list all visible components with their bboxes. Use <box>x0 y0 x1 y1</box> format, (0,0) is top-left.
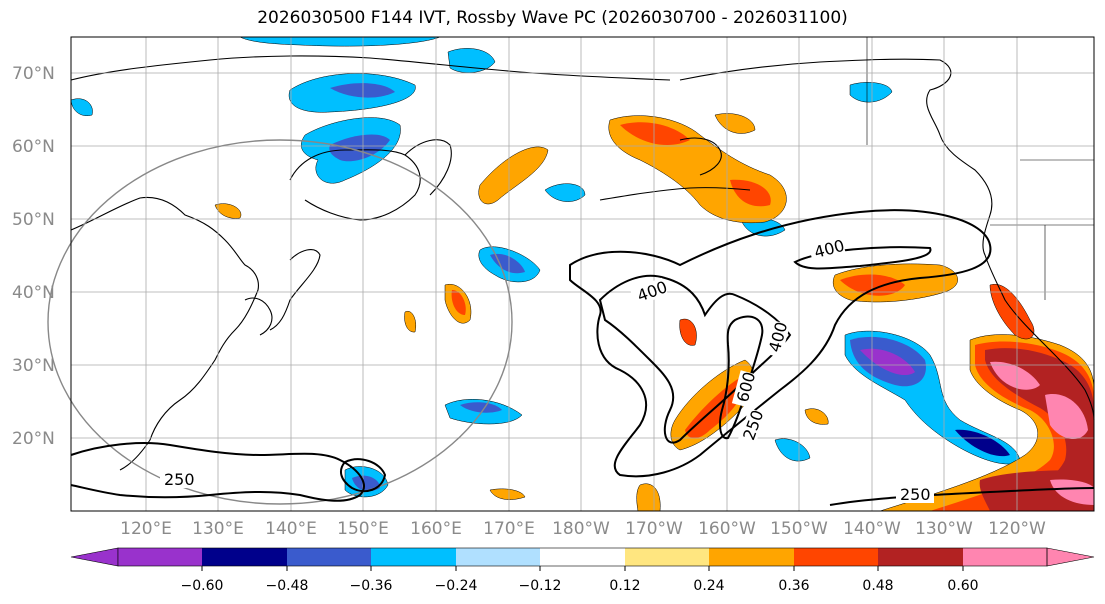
pos-anomaly-ne-pacific-core <box>840 274 905 296</box>
colorbar-segment-1 <box>118 548 202 566</box>
map-title: 2026030500 F144 IVT, Rossby Wave PC (202… <box>257 8 848 28</box>
lat-label-70n: 70°N <box>12 64 55 84</box>
lon-label-160w: 160°W <box>698 519 756 539</box>
lon-label-170w: 170°W <box>625 519 683 539</box>
lon-label-180w: 180°W <box>552 519 610 539</box>
region-circle <box>47 139 513 505</box>
pos-anomaly-south-band-pink <box>1050 479 1094 505</box>
neg-anomaly-small-c <box>70 98 93 116</box>
lon-label-150e: 150°E <box>337 519 389 539</box>
lat-label-30n: 30°N <box>12 356 55 376</box>
neg-anomaly-okhotsk-core <box>329 134 390 162</box>
ivt-contour-250-west-2 <box>339 458 387 493</box>
neg-anomaly-east-pacific-tail <box>955 429 1010 457</box>
lon-label-130e: 130°E <box>192 519 244 539</box>
colorbar-tick-label-1: −0.48 <box>266 578 309 594</box>
pos-anomaly-small-3 <box>214 203 242 219</box>
lat-label-50n: 50°N <box>12 210 55 230</box>
pos-anomaly-small-2 <box>489 488 526 500</box>
colorbar-tick-label-4: −0.12 <box>519 578 562 594</box>
lon-label-150w: 150°W <box>770 519 828 539</box>
colorbar-segment-7 <box>625 548 709 566</box>
lat-label-20n: 20°N <box>12 429 55 449</box>
colorbar-segment-9 <box>794 548 878 566</box>
border-layer <box>866 37 1094 300</box>
siberia-north <box>70 55 671 81</box>
lat-label-60n: 60°N <box>12 137 55 157</box>
lon-label-120w: 120°W <box>988 519 1046 539</box>
lon-label-170e: 170°E <box>483 519 535 539</box>
contour-label-layer: 400 400 400 600 250 250 250 <box>160 236 934 504</box>
contour-label-250-c: 250 <box>900 485 931 504</box>
coastline-layer <box>70 55 1095 471</box>
colorbar-segment-4 <box>371 548 456 566</box>
lon-label-120e: 120°E <box>120 519 172 539</box>
map-frame <box>70 36 1095 512</box>
colorbar-segment-8 <box>709 548 794 566</box>
pos-anomaly-small-4 <box>679 318 697 346</box>
pos-anomaly-alaska-small <box>714 113 756 134</box>
colorbar-tick-label-6: 0.24 <box>693 578 724 594</box>
lon-label-130w: 130°W <box>915 519 973 539</box>
lon-label-140e: 140°E <box>265 519 317 539</box>
colorbar-segment-12 <box>1046 547 1095 567</box>
anomaly-fill-layer <box>70 36 1095 512</box>
ivt-contour-250-west <box>70 442 365 502</box>
colorbar-segment-3 <box>287 548 371 566</box>
neg-anomaly-small-b <box>774 438 811 462</box>
lon-label-140w: 140°W <box>843 519 901 539</box>
kamchatka-peninsula <box>404 139 452 196</box>
bering-alaska-west <box>679 137 722 176</box>
pos-anomaly-small-5 <box>804 408 829 425</box>
gridlines <box>71 37 1094 511</box>
ivt-contours <box>70 209 1095 506</box>
pos-anomaly-kuril <box>478 146 549 205</box>
colorbar-tick-label-3: −0.24 <box>435 578 478 594</box>
ivt-contour-250-south <box>829 487 1095 506</box>
lon-label-160e: 160°E <box>410 519 462 539</box>
aleutians <box>599 187 751 201</box>
alaska-coast <box>679 58 1095 421</box>
colorbar-segment-11 <box>963 548 1047 566</box>
pos-anomaly-gulf-core <box>730 179 771 207</box>
korea-japan <box>244 249 321 336</box>
colorbar-tick-label-0: −0.60 <box>181 578 224 594</box>
neg-anomaly-kamchatka <box>544 183 586 202</box>
lat-label-40n: 40°N <box>12 283 55 303</box>
colorbar-tick-label-9: 0.60 <box>947 578 978 594</box>
colorbar-segment-5 <box>456 548 540 566</box>
pos-anomaly-coast-pink-2 <box>1045 394 1088 440</box>
neg-anomaly-central-pacific-core <box>490 253 525 274</box>
neg-anomaly-east-pacific-core <box>860 348 915 376</box>
okhotsk-kamchatka <box>289 149 421 221</box>
neg-anomaly-subtropic-core <box>460 402 502 413</box>
colorbar-segment-10 <box>878 548 963 566</box>
pos-anomaly-small-6 <box>404 310 416 333</box>
colorbar <box>70 547 1095 567</box>
lon-labels: 120°E 130°E 140°E 150°E 160°E 170°E 180°… <box>120 519 1046 539</box>
colorbar-segment-0 <box>70 547 119 567</box>
colorbar-tick-label-5: 0.12 <box>609 578 640 594</box>
neg-anomaly-north-pacific-1-core <box>330 83 395 98</box>
pos-anomaly-coast-pink <box>990 361 1040 390</box>
neg-anomaly-alaska <box>849 82 893 103</box>
colorbar-segment-2 <box>202 548 287 566</box>
pos-anomaly-central-mid-core <box>451 290 466 315</box>
colorbar-tick-label-8: 0.48 <box>862 578 893 594</box>
ivt-contour-600 <box>719 315 764 440</box>
neg-anomaly-west-south-core <box>352 475 380 492</box>
colorbar-tick-label-2: −0.36 <box>350 578 393 594</box>
colorbar-segment-6 <box>540 548 625 566</box>
ivt-contour-400-mid <box>598 274 792 444</box>
pos-anomaly-coast-upper <box>989 284 1035 340</box>
pos-anomaly-bering-arc-core <box>620 122 690 145</box>
neg-anomaly-top <box>239 36 441 47</box>
colorbar-ticks: −0.60 −0.48 −0.36 −0.24 −0.12 0.12 0.24 … <box>181 566 979 594</box>
lat-labels: 70°N 60°N 50°N 40°N 30°N 20°N <box>12 64 55 449</box>
colorbar-tick-label-7: 0.36 <box>778 578 809 594</box>
ivt-contour-400-outer <box>569 209 992 478</box>
contour-label-250-b: 250 <box>164 470 195 489</box>
asia-coastline <box>70 196 259 471</box>
